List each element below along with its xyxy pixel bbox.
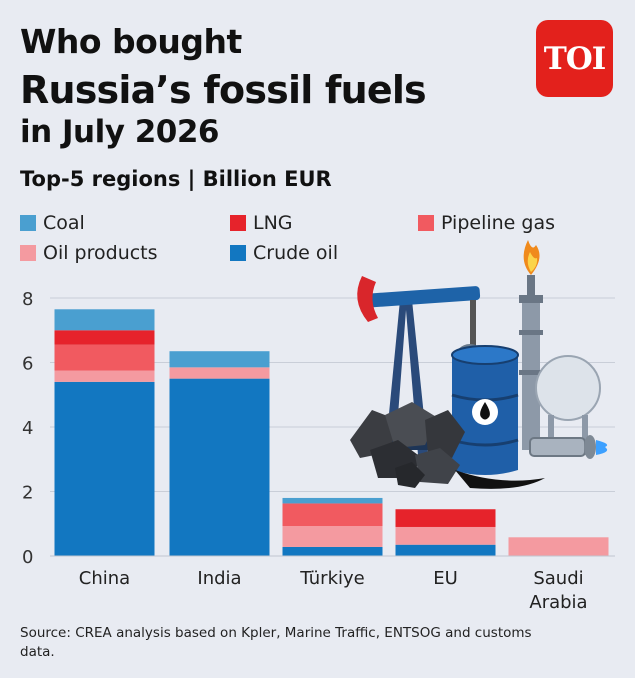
bar-eu-oil-products (395, 526, 496, 545)
bar-t-rkiye-pipeline-gas (282, 503, 383, 527)
title-line-3: in July 2026 (20, 114, 220, 150)
x-tick-label-china: China (79, 568, 130, 589)
gas-pipe-icon (529, 435, 608, 459)
bar-china-pipeline-gas (54, 344, 155, 371)
source-note: Source: CREA analysis based on Kpler, Ma… (20, 625, 532, 660)
refinery-icon (519, 240, 601, 455)
legend-item-crude-oil: Crude oil (230, 242, 338, 264)
legend-swatch-crude-oil (230, 245, 246, 261)
stacked-bar-chart: 0 2 4 6 8 (22, 240, 615, 613)
bar-india-coal (169, 351, 270, 368)
y-tick-label: 4 (22, 418, 33, 439)
fossil-fuels-illustration (350, 240, 608, 489)
title-line-2: Russia’s fossil fuels (20, 68, 427, 112)
bar-india-crude-oil (169, 378, 270, 556)
legend-item-coal: Coal (20, 212, 85, 234)
x-tick-label-t-rkiye: Türkiye (299, 568, 365, 589)
legend-swatch-oil-products (20, 245, 36, 261)
bar-t-rkiye-coal (282, 497, 383, 504)
legend-swatch-coal (20, 215, 36, 231)
legend-label-coal: Coal (43, 212, 85, 234)
bar-eu-lng (395, 509, 496, 527)
x-tick-label-india: India (197, 568, 241, 589)
bar-eu-crude-oil (395, 544, 496, 556)
bar-t-rkiye-crude-oil (282, 546, 383, 556)
legend-item-lng: LNG (230, 212, 293, 234)
title-line-1: Who bought (20, 22, 242, 61)
bar-china-lng (54, 330, 155, 345)
toi-logo: TOI (536, 20, 613, 97)
bar-saudi-arabia-oil-products (508, 537, 609, 556)
y-tick-label: 6 (22, 354, 33, 375)
bar-china-oil-products (54, 370, 155, 382)
legend-swatch-pipeline-gas (418, 215, 434, 231)
x-tick-label-eu: EU (433, 568, 458, 589)
legend-label-oil-products: Oil products (43, 242, 158, 264)
legend-label-pipeline-gas: Pipeline gas (441, 212, 555, 234)
legend-swatch-lng (230, 215, 246, 231)
bar-t-rkiye-oil-products (282, 526, 383, 547)
x-tick-label-saudi-arabia: Saudi Arabia (529, 568, 587, 613)
bar-china-coal (54, 309, 155, 331)
bar-china-crude-oil (54, 381, 155, 556)
y-tick-label: 8 (22, 289, 33, 310)
bars (54, 309, 609, 556)
y-tick-label: 2 (22, 483, 33, 504)
oil-barrel-icon (451, 345, 519, 475)
legend-item-pipeline-gas: Pipeline gas (418, 212, 555, 234)
bar-india-oil-products (169, 367, 270, 379)
y-tick-label: 0 (22, 547, 33, 568)
legend-label-lng: LNG (253, 212, 293, 234)
coal-pile-icon (350, 402, 545, 489)
chart-subtitle: Top-5 regions | Billion EUR (20, 167, 332, 191)
y-axis-ticks: 0 2 4 6 8 (22, 289, 33, 568)
legend-item-oil-products: Oil products (20, 242, 158, 264)
legend-label-crude-oil: Crude oil (253, 242, 339, 264)
x-axis-labels: China India Türkiye EU Saudi Arabia (79, 568, 588, 613)
